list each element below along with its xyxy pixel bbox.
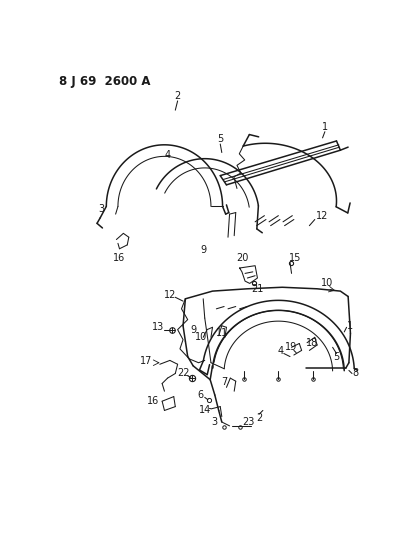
Text: 1: 1	[347, 321, 353, 331]
Text: 3: 3	[98, 204, 104, 214]
Text: 17: 17	[140, 356, 153, 366]
Text: 1: 1	[322, 122, 328, 132]
Text: 6: 6	[198, 390, 204, 400]
Text: 22: 22	[177, 368, 189, 378]
Text: 2: 2	[174, 91, 181, 101]
Text: 16: 16	[147, 396, 159, 406]
Text: 12: 12	[316, 212, 329, 221]
Text: 19: 19	[285, 342, 298, 352]
Text: 5: 5	[217, 134, 223, 144]
Text: 9: 9	[190, 325, 196, 335]
Text: 3: 3	[212, 417, 218, 427]
Text: 10: 10	[321, 278, 334, 288]
Text: 10: 10	[195, 332, 207, 342]
Text: 4: 4	[164, 150, 171, 160]
Text: 16: 16	[113, 253, 126, 263]
Text: 21: 21	[251, 284, 263, 294]
Text: 11: 11	[216, 328, 228, 338]
Text: 14: 14	[199, 406, 211, 415]
Text: 23: 23	[242, 417, 254, 427]
Text: 4: 4	[278, 346, 284, 356]
Text: 15: 15	[289, 253, 301, 263]
Text: 18: 18	[306, 338, 318, 348]
Text: 2: 2	[256, 413, 262, 423]
Text: 7: 7	[221, 377, 227, 387]
Text: 8: 8	[352, 368, 358, 378]
Text: 13: 13	[152, 322, 164, 332]
Text: 12: 12	[164, 290, 176, 300]
Text: 20: 20	[236, 253, 248, 263]
Text: 8 J 69  2600 A: 8 J 69 2600 A	[59, 75, 150, 88]
Text: 9: 9	[200, 245, 206, 255]
Text: 5: 5	[334, 352, 339, 361]
